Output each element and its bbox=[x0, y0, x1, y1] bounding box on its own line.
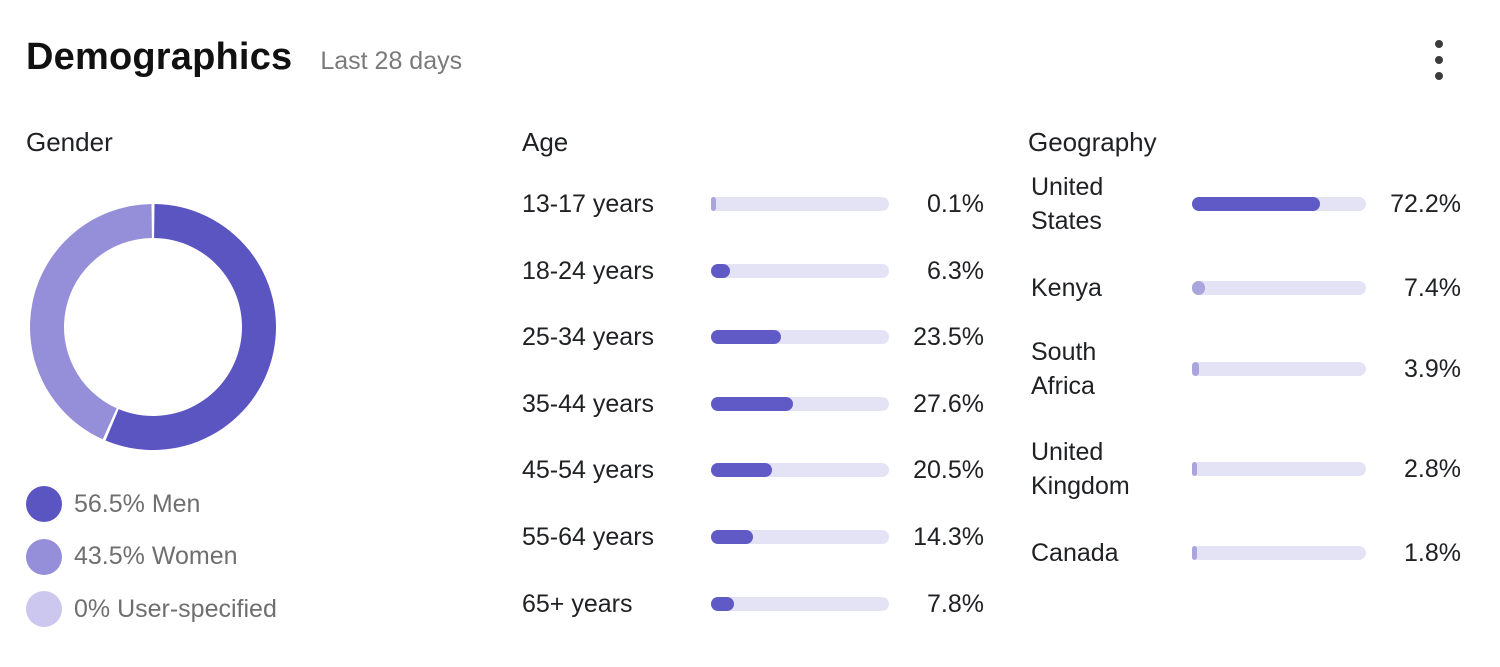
legend-swatch bbox=[26, 591, 62, 627]
age-label: 55-64 years bbox=[522, 523, 655, 551]
age-bar-track bbox=[711, 197, 889, 211]
more-vert-icon[interactable] bbox=[1423, 40, 1455, 80]
age-section-title: Age bbox=[522, 127, 569, 157]
age-row: 55-64 years 14.3% bbox=[522, 505, 984, 565]
geo-bar-fill bbox=[1192, 281, 1206, 295]
geo-label: United States bbox=[1031, 170, 1103, 238]
legend-label: 43.5% Women bbox=[74, 542, 238, 570]
geo-bar-fill bbox=[1192, 546, 1197, 560]
geo-row: United States 72.2% bbox=[1031, 172, 1461, 235]
age-value: 27.6% bbox=[913, 390, 984, 418]
age-value: 0.1% bbox=[927, 190, 984, 218]
geo-label: Canada bbox=[1031, 536, 1119, 570]
legend-label: 0% User-specified bbox=[74, 594, 277, 623]
geo-label-line: United bbox=[1031, 438, 1104, 466]
card-header: Demographics Last 28 days bbox=[26, 36, 462, 86]
age-bar-fill bbox=[711, 463, 772, 477]
age-bar-fill bbox=[711, 597, 735, 611]
age-bar-fill bbox=[711, 264, 730, 278]
geo-label: Kenya bbox=[1031, 271, 1102, 305]
geo-value: 1.8% bbox=[1404, 539, 1461, 567]
age-row: 18-24 years 6.3% bbox=[522, 239, 984, 299]
age-bar-list: 13-17 years 0.1% 18-24 years 6.3% 25-34 year… bbox=[522, 172, 992, 632]
geo-bar-fill bbox=[1192, 462, 1197, 476]
geo-value: 7.4% bbox=[1404, 274, 1461, 302]
geo-label-line: Kenya bbox=[1031, 274, 1102, 302]
date-range-label: Last 28 days bbox=[320, 47, 463, 75]
age-value: 23.5% bbox=[913, 323, 984, 351]
age-label: 13-17 years bbox=[522, 190, 655, 218]
donut-slice-women[interactable] bbox=[29, 204, 152, 440]
geo-label-line: Canada bbox=[1031, 539, 1119, 567]
geography-section-title: Geography bbox=[1028, 127, 1157, 157]
age-bar-track bbox=[711, 463, 889, 477]
geo-label: South Africa bbox=[1031, 335, 1096, 403]
geo-bar-fill bbox=[1192, 197, 1321, 211]
age-bar-fill bbox=[711, 197, 716, 211]
age-row: 35-44 years 27.6% bbox=[522, 372, 984, 432]
age-row: 45-54 years 20.5% bbox=[522, 438, 984, 498]
geography-bar-list: United States 72.2% Kenya 7.4% South Africa 3.9… bbox=[1031, 172, 1471, 592]
geo-value: 72.2% bbox=[1390, 190, 1461, 218]
age-label: 65+ years bbox=[522, 590, 633, 618]
geo-bar-track bbox=[1192, 362, 1366, 376]
geo-row: United Kingdom 2.8% bbox=[1031, 437, 1461, 500]
geo-bar-track bbox=[1192, 197, 1366, 211]
gender-donut-chart bbox=[29, 204, 276, 450]
age-label: 25-34 years bbox=[522, 323, 655, 351]
geo-bar-track bbox=[1192, 462, 1366, 476]
legend-swatch bbox=[26, 486, 62, 522]
geo-label: United Kingdom bbox=[1031, 435, 1130, 503]
legend-swatch bbox=[26, 538, 62, 575]
age-bar-track bbox=[711, 530, 889, 544]
donut-slice-men[interactable] bbox=[105, 204, 276, 450]
age-label: 18-24 years bbox=[522, 257, 655, 285]
legend-label: 56.5% Men bbox=[74, 489, 201, 518]
legend-item: 43.5% Women bbox=[26, 538, 277, 575]
geo-value: 2.8% bbox=[1404, 455, 1461, 483]
age-row: 25-34 years 23.5% bbox=[522, 305, 984, 365]
geo-label-line: South bbox=[1031, 338, 1097, 366]
age-value: 7.8% bbox=[927, 590, 984, 618]
age-bar-fill bbox=[711, 397, 793, 411]
page-title: Demographics bbox=[26, 36, 293, 78]
age-value: 14.3% bbox=[913, 523, 984, 551]
age-value: 20.5% bbox=[913, 456, 984, 484]
gender-legend: 56.5% Men 43.5% Women 0% User-specified bbox=[26, 486, 277, 644]
age-bar-fill bbox=[711, 330, 781, 344]
age-bar-fill bbox=[711, 530, 754, 544]
geo-row: Kenya 7.4% bbox=[1031, 256, 1461, 316]
legend-item: 56.5% Men bbox=[26, 486, 277, 522]
geo-value: 3.9% bbox=[1404, 355, 1461, 383]
geo-label-line: Kingdom bbox=[1031, 472, 1130, 500]
age-bar-track bbox=[711, 264, 889, 278]
legend-item: 0% User-specified bbox=[26, 591, 277, 627]
age-row: 13-17 years 0.1% bbox=[522, 172, 984, 232]
geo-row: Canada 1.8% bbox=[1031, 521, 1461, 581]
age-label: 45-54 years bbox=[522, 456, 655, 484]
geo-label-line: States bbox=[1031, 207, 1102, 235]
gender-section-title: Gender bbox=[26, 127, 113, 157]
age-bar-track bbox=[711, 330, 889, 344]
age-bar-track bbox=[711, 397, 889, 411]
age-value: 6.3% bbox=[927, 257, 984, 285]
age-row: 65+ years 7.8% bbox=[522, 572, 984, 632]
geo-label-line: Africa bbox=[1031, 372, 1095, 400]
geo-label-line: United bbox=[1031, 173, 1104, 201]
age-label: 35-44 years bbox=[522, 390, 655, 418]
geo-bar-track bbox=[1192, 546, 1366, 560]
geo-bar-fill bbox=[1192, 362, 1199, 376]
geo-row: South Africa 3.9% bbox=[1031, 337, 1461, 400]
age-bar-track bbox=[711, 597, 889, 611]
geo-bar-track bbox=[1192, 281, 1366, 295]
